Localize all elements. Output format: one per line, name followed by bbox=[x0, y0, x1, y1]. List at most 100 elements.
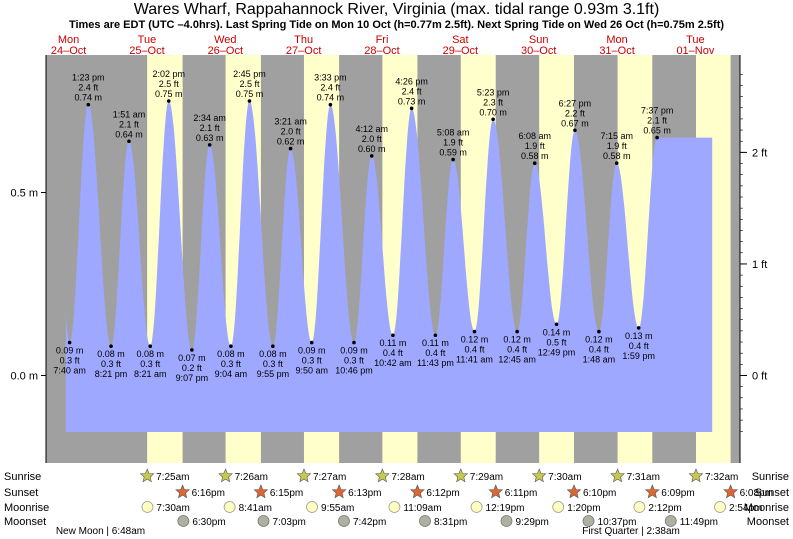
high-tide-point bbox=[532, 161, 537, 166]
moon-phase-note: New Moon | 6:48am bbox=[56, 526, 145, 537]
high-tide-metres: 0.75 m bbox=[155, 89, 183, 99]
low-tide-feet: 0.3 ft bbox=[221, 359, 242, 369]
sunset-time: 6:15pm bbox=[270, 488, 303, 499]
low-tide-metres: 0.09 m bbox=[340, 346, 368, 356]
low-tide-feet: 0.3 ft bbox=[101, 359, 122, 369]
sun-moon-rows: Sunrise Sunrise Sunset Sunset Moonrise Moonri… bbox=[4, 468, 789, 537]
right-tick-label: 1 ft bbox=[752, 259, 767, 271]
moonrise-time: 11:09am bbox=[403, 503, 441, 514]
high-tide-time: 5:08 am bbox=[437, 128, 470, 138]
low-tide-time: 9:55 pm bbox=[257, 369, 290, 379]
high-tide-feet: 2.1 ft bbox=[647, 116, 668, 126]
sunset-time: 6:11pm bbox=[505, 488, 538, 499]
high-tide-feet: 2.0 ft bbox=[281, 127, 302, 137]
sunset-star-icon bbox=[566, 484, 582, 499]
high-tide-point bbox=[86, 102, 91, 107]
high-tide-feet: 2.0 ft bbox=[362, 134, 383, 144]
row-label-right: Sunset bbox=[755, 487, 789, 499]
sunset-time: 6:08pm bbox=[740, 488, 773, 499]
moonset-icon bbox=[338, 515, 350, 527]
low-tide-point bbox=[472, 329, 477, 334]
moonrise-icon bbox=[388, 501, 401, 513]
low-tide-feet: 0.4 ft bbox=[507, 345, 528, 355]
moonset-time: 10:37pm bbox=[598, 517, 637, 528]
high-tide-feet: 1.9 ft bbox=[607, 141, 628, 151]
low-tide-time: 9:50 am bbox=[295, 366, 328, 376]
low-tide-metres: 0.07 m bbox=[178, 353, 206, 363]
low-tide-metres: 0.08 m bbox=[259, 349, 287, 359]
sunrise-time: 7:28am bbox=[391, 472, 424, 483]
high-tide-feet: 2.2 ft bbox=[565, 108, 586, 118]
high-tide-time: 3:21 am bbox=[274, 117, 307, 127]
sunset-star-icon bbox=[175, 484, 190, 499]
low-tide-point bbox=[229, 344, 233, 349]
day-date: 24–Oct bbox=[51, 45, 86, 57]
sunset-time: 6:16pm bbox=[192, 488, 225, 499]
low-tide-feet: 0.3 ft bbox=[60, 356, 81, 366]
low-tide-point bbox=[352, 340, 356, 345]
low-tide-time: 9:04 am bbox=[215, 369, 248, 379]
high-tide-metres: 0.74 m bbox=[317, 93, 345, 103]
axes: 0.5 m 0.0 m 2 ft 1 ft 0 ft bbox=[10, 55, 767, 463]
moonrise-time: 8:41am bbox=[239, 503, 272, 514]
high-tide-point bbox=[127, 139, 131, 144]
low-tide-feet: 0.4 ft bbox=[425, 348, 446, 358]
day-date: 28–Oct bbox=[364, 45, 399, 57]
row-label-left: Sunrise bbox=[4, 471, 41, 483]
low-tide-metres: 0.14 m bbox=[543, 327, 571, 337]
moonrise-icon bbox=[306, 501, 318, 513]
moonrise-time: 2:54pm bbox=[729, 503, 762, 514]
high-tide-feet: 2.1 ft bbox=[200, 123, 221, 133]
low-tide-point bbox=[636, 326, 641, 330]
high-tide-metres: 0.67 m bbox=[561, 118, 589, 128]
low-tide-metres: 0.11 m bbox=[380, 338, 407, 348]
high-tide-point bbox=[491, 117, 495, 122]
moonset-icon bbox=[419, 515, 431, 527]
low-tide-time: 11:43 pm bbox=[417, 358, 454, 368]
sunset-star-icon bbox=[331, 484, 347, 499]
sunrise-star-icon bbox=[688, 468, 704, 483]
high-tide-feet: 2.3 ft bbox=[483, 97, 504, 107]
moonset-icon bbox=[257, 515, 270, 527]
high-tide-feet: 2.4 ft bbox=[78, 83, 99, 93]
low-tide-feet: 0.4 ft bbox=[589, 345, 610, 355]
low-tide-feet: 0.4 ft bbox=[629, 341, 650, 351]
low-tide-point bbox=[433, 333, 438, 338]
left-tick-label: 0.5 m bbox=[10, 188, 38, 200]
moonrise-time: 12:19pm bbox=[486, 503, 525, 514]
high-tide-time: 3:33 pm bbox=[314, 73, 347, 83]
high-tide-time: 7:15 am bbox=[600, 131, 633, 141]
high-tide-time: 2:02 pm bbox=[152, 69, 185, 79]
moonrise-icon bbox=[714, 501, 726, 513]
high-tide-metres: 0.63 m bbox=[196, 133, 224, 143]
chart-subtitle: Times are EDT (UTC –4.0hrs). Last Spring… bbox=[68, 19, 725, 31]
sunrise-time: 7:27am bbox=[313, 472, 346, 483]
sunrise-time: 7:32am bbox=[705, 472, 738, 483]
day-name: Mon bbox=[606, 34, 627, 46]
high-tide-feet: 2.5 ft bbox=[159, 79, 180, 89]
low-tide-point bbox=[554, 322, 559, 327]
low-tide-time: 8:21 am bbox=[134, 369, 167, 379]
day-date: 01–Nov bbox=[676, 45, 714, 57]
extreme-labels: 0.09 m0.3 ft7:40 am1:23 pm2.4 ft0.74 m0.… bbox=[53, 69, 673, 383]
row-label-right: Sunrise bbox=[752, 471, 789, 483]
high-tide-metres: 0.74 m bbox=[75, 93, 103, 103]
low-tide-metres: 0.08 m bbox=[136, 349, 164, 359]
low-tide-feet: 0.3 ft bbox=[263, 359, 284, 369]
low-tide-feet: 0.4 ft bbox=[383, 348, 404, 358]
low-tide-metres: 0.08 m bbox=[217, 349, 245, 359]
high-tide-point bbox=[451, 157, 455, 162]
day-date: 27–Oct bbox=[286, 45, 321, 57]
day-date: 26–Oct bbox=[208, 45, 243, 57]
high-tide-point bbox=[166, 99, 171, 103]
left-tick-label: 0.0 m bbox=[10, 371, 38, 383]
low-tide-feet: 0.3 ft bbox=[302, 356, 323, 366]
moonset-icon bbox=[500, 515, 513, 527]
high-tide-feet: 2.4 ft bbox=[320, 83, 341, 93]
high-tide-metres: 0.58 m bbox=[603, 151, 631, 161]
sunset-star-icon bbox=[488, 484, 504, 499]
moonrise-icon bbox=[141, 501, 154, 513]
high-tide-point bbox=[369, 154, 374, 158]
moonrise-icon bbox=[633, 501, 646, 513]
sunset-time: 6:09pm bbox=[661, 488, 694, 499]
